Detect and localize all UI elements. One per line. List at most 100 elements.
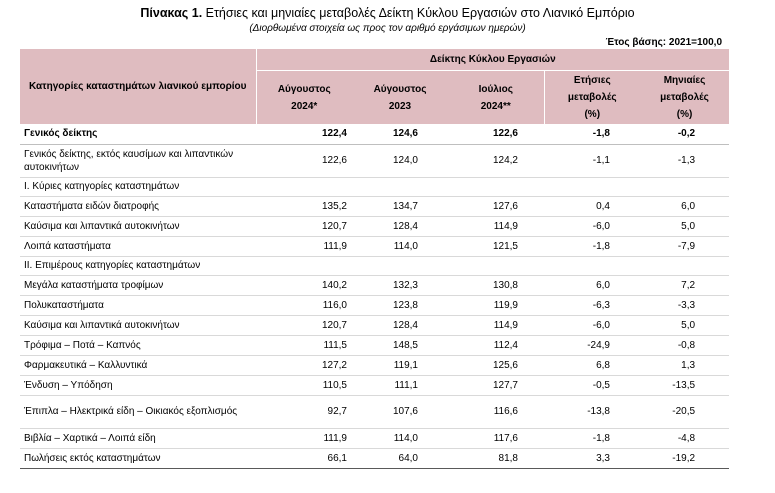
value-aug-2023: 128,4: [392, 220, 418, 232]
table-row: ΙΙ. Επιμέρους κατηγορίες καταστημάτων: [20, 256, 730, 275]
header-monthly-change: Μηνιαίες μεταβολές (%): [640, 70, 730, 124]
value-aug-2024: 140,2: [321, 279, 347, 291]
value-jul-2024: 127,7: [492, 379, 518, 391]
value-aug-2023: 114,0: [393, 432, 418, 444]
value-monthly-change: [640, 177, 729, 196]
value-aug-2023: 107,6: [392, 406, 418, 417]
value-monthly-change: -19,2: [672, 452, 696, 464]
value-jul-2024: 112,4: [493, 339, 518, 351]
value-monthly-change: 1,3: [681, 359, 696, 371]
table-row: Φαρμακευτικά – Καλλυντικά 127,2 119,1 125,6…: [20, 355, 730, 375]
header-index-group: Δείκτης Κύκλου Εργασιών: [256, 49, 730, 71]
value-aug-2024: 111,5: [323, 339, 347, 351]
value-annual-change: -24,9: [587, 339, 610, 351]
header-jul-2024: Ιούλιος 2024**: [448, 70, 544, 124]
value-aug-2024: 110,5: [322, 379, 347, 391]
value-annual-change: -1,8: [592, 240, 610, 252]
row-label: Φαρμακευτικά – Καλλυντικά: [24, 359, 148, 371]
value-monthly-change: 5,0: [681, 220, 696, 232]
row-label: Τρόφιμα – Ποτά – Καπνός: [24, 339, 141, 351]
value-monthly-change: -3,3: [677, 299, 696, 311]
value-monthly-change: -0,8: [677, 339, 696, 351]
value-aug-2024: 122,6: [321, 155, 347, 166]
value-aug-2023: 132,3: [392, 279, 418, 291]
value-aug-2024: 92,7: [327, 406, 347, 417]
value-aug-2023: 148,5: [392, 339, 418, 351]
table-row: Ι. Κύριες κατηγορίες καταστημάτων: [20, 177, 730, 196]
value-annual-change: -6,0: [592, 220, 610, 232]
value-aug-2024: [256, 256, 352, 275]
value-annual-change: -1,1: [592, 155, 610, 166]
value-annual-change: -6,3: [592, 299, 610, 311]
table-number: Πίνακας 1.: [140, 6, 203, 20]
base-year-note: Έτος βάσης: 2021=100,0: [605, 37, 722, 48]
value-aug-2023: 119,1: [393, 359, 418, 371]
header-annual-change: Ετήσιες μεταβολές (%): [543, 70, 640, 124]
row-label: Μεγάλα καταστήματα τροφίμων: [24, 279, 164, 291]
value-annual-change: 3,3: [596, 452, 610, 464]
value-jul-2024: [448, 177, 544, 196]
value-jul-2024: 114,9: [493, 319, 518, 331]
value-aug-2024: 127,2: [321, 359, 347, 371]
table-row: Έπιπλα – Ηλεκτρικά είδη – Οικιακός εξοπλ…: [20, 395, 730, 428]
value-monthly-change: -13,5: [672, 379, 696, 391]
value-annual-change: 6,8: [596, 359, 610, 371]
table-row: Γενικός δείκτης, εκτός καυσίμων και λιπα…: [20, 144, 730, 177]
value-annual-change: [544, 177, 640, 196]
value-annual-change: -13,8: [587, 406, 610, 417]
header-aug-2024: Αύγουστος 2024*: [256, 70, 352, 124]
value-monthly-change: 7,2: [681, 279, 696, 291]
value-monthly-change: 6,0: [681, 200, 696, 212]
table-subtitle: (Διορθωμένα στοιχεία ως προς τον αριθμό …: [249, 23, 526, 34]
value-annual-change: -0,5: [592, 379, 610, 391]
table-row: Μεγάλα καταστήματα τροφίμων 140,2 132,3 130…: [20, 275, 730, 295]
row-label: Γενικός δείκτης, εκτός καυσίμων και λιπα…: [24, 148, 234, 173]
value-monthly-change: [640, 256, 729, 275]
value-aug-2024: 111,9: [323, 432, 347, 444]
value-annual-change: -1,8: [592, 432, 610, 444]
value-annual-change: [544, 256, 640, 275]
value-jul-2024: 121,5: [492, 240, 518, 252]
row-label: Γενικός δείκτης: [24, 128, 98, 140]
table-title-text: Ετήσιες και μηνιαίες μεταβολές Δείκτη Κύ…: [205, 6, 635, 20]
value-aug-2024: 122,4: [321, 128, 347, 140]
value-monthly-change: -20,5: [672, 406, 696, 417]
row-label: ΙΙ. Επιμέρους κατηγορίες καταστημάτων: [24, 260, 201, 271]
retail-turnover-table: Κατηγορίες καταστημάτων λιανικού εμπορίο…: [20, 49, 730, 469]
value-annual-change: 6,0: [596, 279, 610, 291]
value-monthly-change: -1,3: [677, 155, 696, 166]
row-label: Ι. Κύριες κατηγορίες καταστημάτων: [24, 181, 180, 192]
value-aug-2023: 134,7: [392, 200, 418, 212]
value-jul-2024: 130,8: [492, 279, 518, 291]
header-category: Κατηγορίες καταστημάτων λιανικού εμπορίο…: [20, 49, 257, 124]
value-aug-2024: 135,2: [321, 200, 347, 212]
row-label: Καύσιμα και λιπαντικά αυτοκινήτων: [24, 220, 180, 232]
value-jul-2024: 127,6: [492, 200, 518, 212]
value-aug-2024: 116,0: [322, 299, 347, 311]
value-monthly-change: 5,0: [681, 319, 696, 331]
row-label: Καύσιμα και λιπαντικά αυτοκινήτων: [24, 319, 180, 331]
table-row: Ένδυση – Υπόδηση 110,5 111,1 127,7 -0,5 -13,5: [20, 375, 730, 395]
value-annual-change: -6,0: [592, 319, 610, 331]
value-aug-2024: 120,7: [321, 319, 347, 331]
table-row: Καύσιμα και λιπαντικά αυτοκινήτων 120,7 12…: [20, 315, 730, 335]
table-row: Πολυκαταστήματα 116,0 123,8 119,9 -6,3 -3,3: [20, 295, 730, 315]
table-row: Καύσιμα και λιπαντικά αυτοκινήτων 120,7 12…: [20, 216, 730, 236]
value-annual-change: 0,4: [596, 200, 610, 212]
value-jul-2024: 114,9: [493, 220, 518, 232]
value-jul-2024: 119,9: [493, 299, 518, 311]
table-row: Τρόφιμα – Ποτά – Καπνός 111,5 148,5 112,4 -2…: [20, 335, 730, 355]
value-aug-2023: 114,0: [393, 240, 418, 252]
value-annual-change: -1,8: [592, 128, 610, 140]
table-row: Γενικός δείκτης 122,4 124,6 122,6 -1,8 -0,2: [20, 124, 730, 144]
value-aug-2024: 120,7: [321, 220, 347, 232]
value-jul-2024: 116,6: [493, 406, 518, 417]
row-label: Πωλήσεις εκτός καταστημάτων: [24, 452, 161, 464]
value-jul-2024: 125,6: [492, 359, 518, 371]
table-row: Καταστήματα ειδών διατροφής 135,2 134,7 127…: [20, 196, 730, 216]
row-label: Έπιπλα – Ηλεκτρικά είδη – Οικιακός εξοπλ…: [24, 406, 238, 417]
value-aug-2024: 66,1: [327, 452, 347, 464]
value-aug-2023: 64,0: [398, 452, 418, 464]
value-aug-2024: 111,9: [323, 240, 347, 252]
row-label: Λοιπά καταστήματα: [24, 240, 111, 252]
